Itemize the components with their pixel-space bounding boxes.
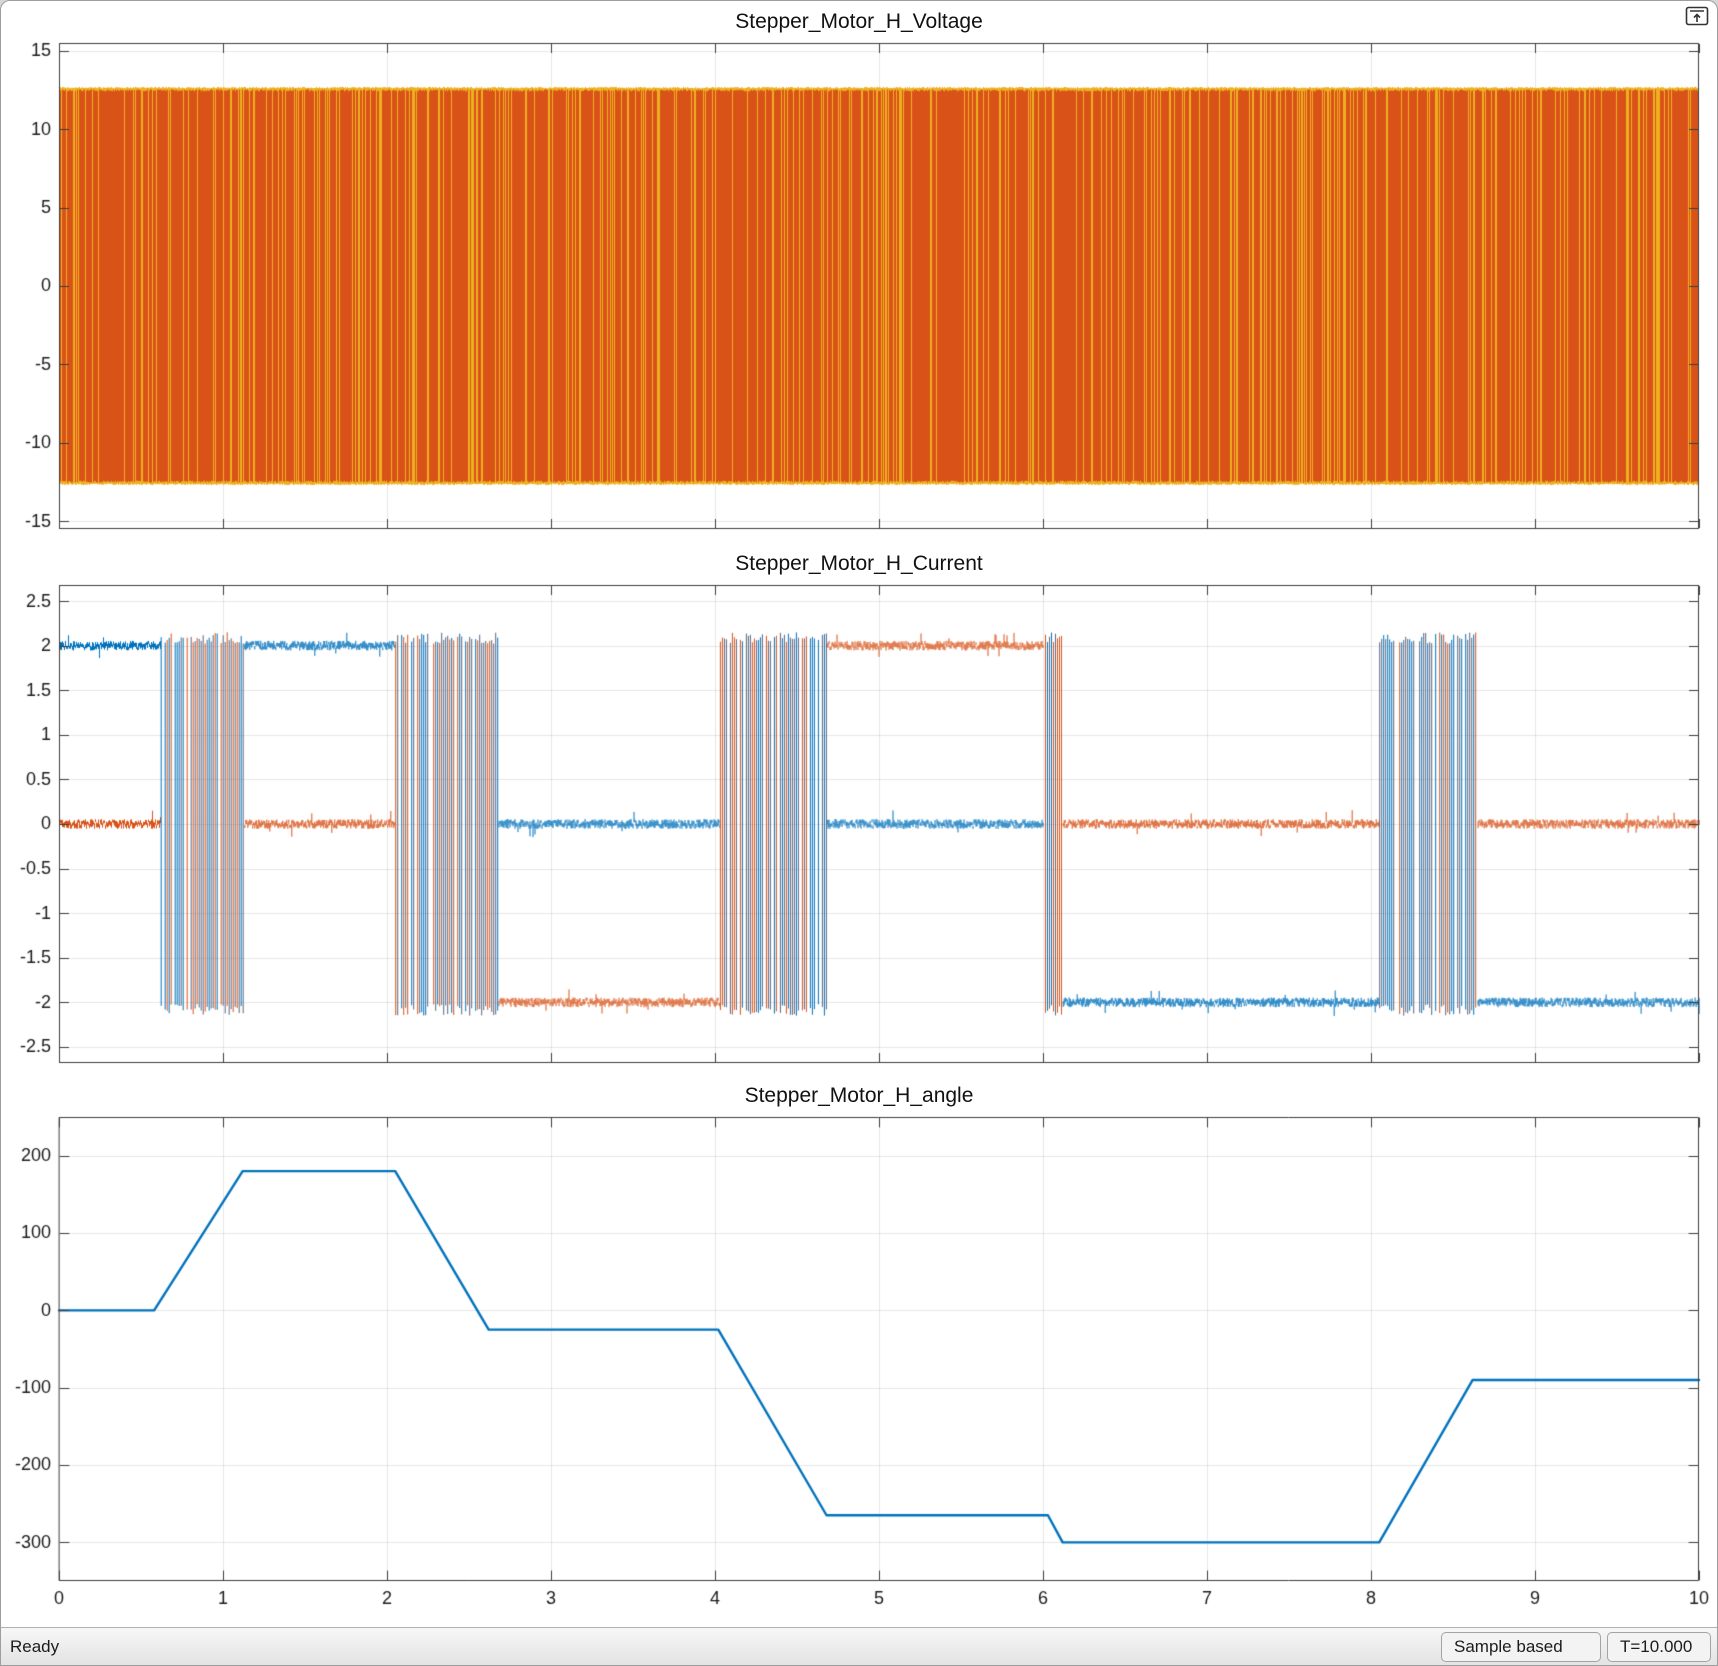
angle-plot-canvas[interactable] xyxy=(1,1111,1717,1621)
status-right-panels: Sample based T=10.000 xyxy=(1441,1631,1711,1662)
current-plot-title: Stepper_Motor_H_Current xyxy=(735,552,983,575)
voltage-plot-title: Stepper_Motor_H_Voltage xyxy=(735,10,983,33)
undock-icon[interactable] xyxy=(1685,6,1709,26)
current-plot-canvas[interactable] xyxy=(1,579,1717,1069)
voltage-plot-canvas[interactable] xyxy=(1,37,1717,537)
status-bar: Ready Sample based T=10.000 xyxy=(1,1627,1717,1665)
angle-plot-section: Stepper_Motor_H_angle xyxy=(1,1081,1717,1621)
voltage-plot-section: Stepper_Motor_H_Voltage xyxy=(1,7,1717,537)
status-ready-text: Ready xyxy=(10,1636,60,1656)
status-sample-mode: Sample based xyxy=(1441,1631,1601,1662)
current-plot-section: Stepper_Motor_H_Current xyxy=(1,549,1717,1069)
angle-plot-title: Stepper_Motor_H_angle xyxy=(744,1084,974,1107)
status-simulation-time: T=10.000 xyxy=(1607,1631,1711,1662)
plot-area: Stepper_Motor_H_Voltage Stepper_Motor_H_… xyxy=(1,1,1717,1621)
